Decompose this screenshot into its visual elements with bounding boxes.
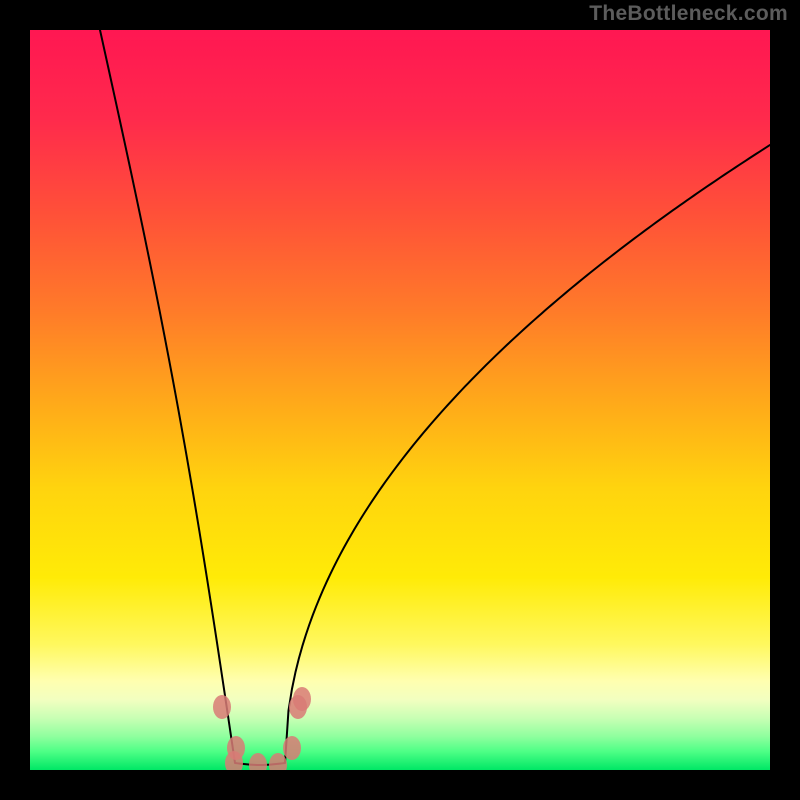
plot-area xyxy=(30,30,770,770)
data-marker xyxy=(283,736,301,760)
data-marker xyxy=(249,753,267,770)
data-marker xyxy=(293,687,311,711)
data-marker xyxy=(269,753,287,770)
chart-overlay xyxy=(30,30,770,770)
bottleneck-curve xyxy=(100,30,770,765)
plot-border-left xyxy=(0,0,30,800)
data-markers xyxy=(213,687,311,770)
data-marker xyxy=(213,695,231,719)
plot-border-right xyxy=(770,0,800,800)
watermark-text: TheBottleneck.com xyxy=(589,2,788,26)
plot-border-bottom xyxy=(0,770,800,800)
